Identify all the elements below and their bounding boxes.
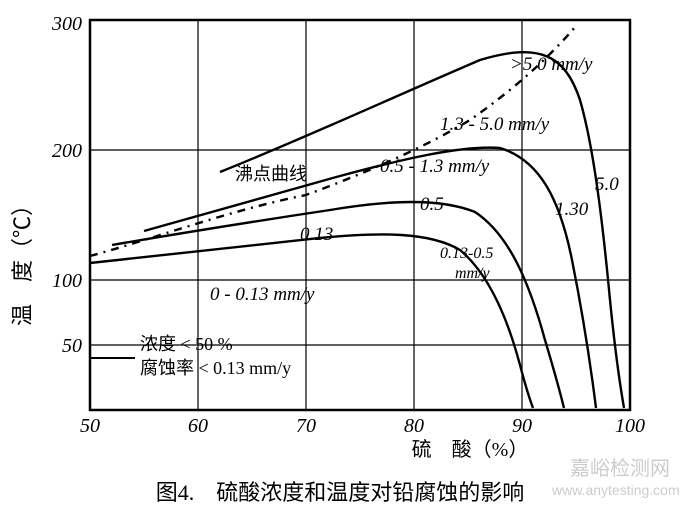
xtick-80: 80: [404, 415, 424, 437]
label-rbig: 0 - 0.13 mm/y: [210, 284, 315, 305]
label-r4: 0.13: [300, 224, 333, 245]
label-note1: 浓度 < 50 %: [140, 334, 233, 354]
label-r2: 0.5 - 1.3 mm/y: [380, 156, 490, 177]
ytick-100: 100: [52, 270, 82, 292]
svg-text:嘉峪检测网: 嘉峪检测网: [570, 457, 670, 480]
caption: 图4. 硫酸浓度和温度对铅腐蚀的影响: [156, 480, 525, 505]
ytick-50: 50: [62, 335, 82, 357]
watermark: 嘉峪检测网 www.anytesting.com: [551, 457, 680, 498]
label-boil: 沸点曲线: [235, 164, 307, 184]
label-r3b: 1.30: [555, 199, 589, 220]
label-r5a: 0.13-0.5: [440, 245, 493, 262]
label-note2: 腐蚀率 < 0.13 mm/y: [140, 358, 291, 378]
ytick-300: 300: [51, 13, 82, 35]
label-r2-num: 5.0: [595, 174, 619, 195]
y-ticks: 50 100 200 300: [51, 13, 82, 357]
xtick-50: 50: [80, 415, 100, 437]
xtick-60: 60: [188, 415, 208, 437]
label-top: >5.0 mm/y: [510, 54, 593, 75]
xtick-70: 70: [296, 415, 316, 437]
x-ticks: 50 60 70 80 90 100: [80, 415, 645, 437]
boil-curve: [90, 26, 576, 256]
ytick-200: 200: [52, 140, 82, 162]
svg-text:www.anytesting.com: www.anytesting.com: [551, 482, 680, 498]
label-r1: 1.3 - 5.0 mm/y: [440, 114, 550, 135]
x-axis-label: 硫 酸（%）: [412, 438, 529, 461]
curve-5: [220, 52, 624, 408]
xtick-100: 100: [615, 415, 645, 437]
chart-svg: 50 100 200 300 50 60 70 80 90 100 温 度（℃）…: [0, 0, 680, 520]
label-r3: 0.5: [420, 194, 444, 215]
label-r5b: mm/y: [455, 265, 491, 282]
xtick-90: 90: [512, 415, 532, 437]
y-axis-label: 温 度（℃）: [10, 194, 35, 326]
chart-container: 50 100 200 300 50 60 70 80 90 100 温 度（℃）…: [0, 0, 680, 520]
